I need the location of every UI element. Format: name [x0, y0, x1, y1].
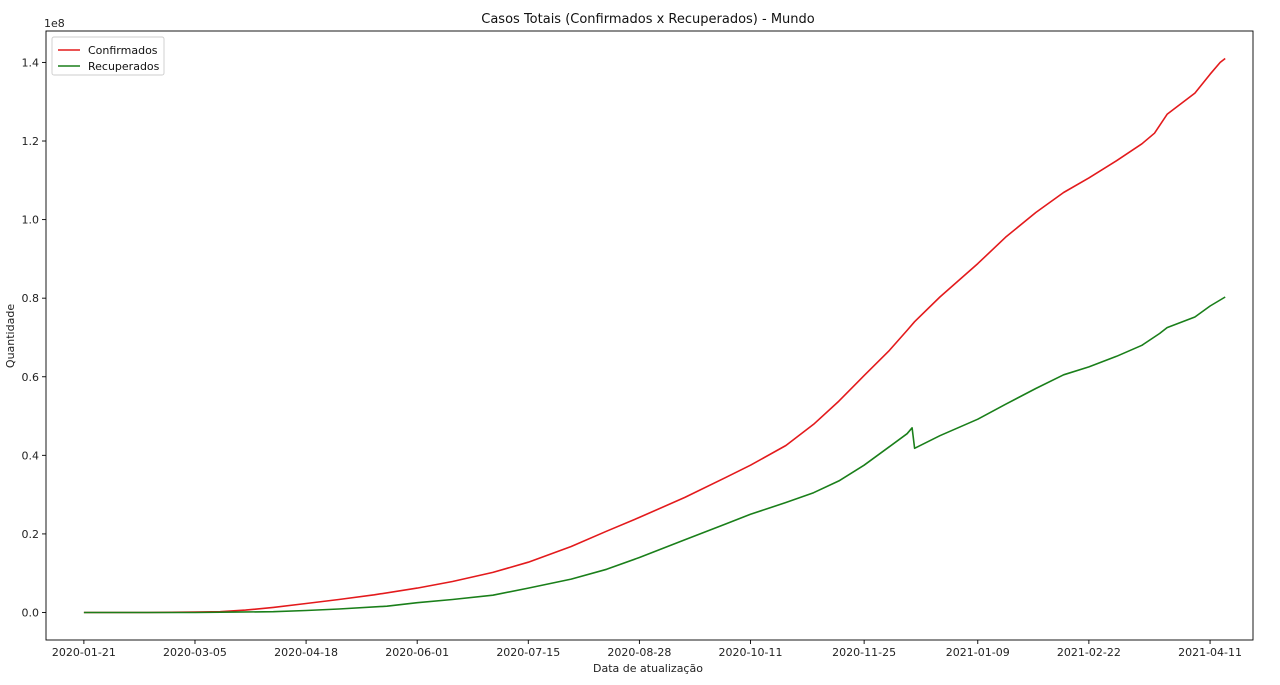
plot-area: 0.0 0.2 0.4 0.6 0.8 1.0 1.2 1.4 2020-01-21 2020-0…	[22, 30, 1254, 659]
y-tick-label: 1.4	[22, 56, 40, 69]
y-tick-label: 1.0	[22, 214, 40, 227]
x-tick-label: 2020-11-25	[832, 646, 896, 659]
series-line-confirmados	[83, 57, 1226, 614]
x-tick-label: 2021-01-09	[946, 646, 1010, 659]
x-tick-label: 2020-07-15	[496, 646, 560, 659]
y-tick-label: 0.2	[22, 528, 40, 541]
x-tick-label: 2020-04-18	[274, 646, 338, 659]
y-tick-label: 0.6	[22, 371, 40, 384]
y-tick-label: 0.4	[22, 449, 40, 462]
x-tick-label: 2020-06-01	[385, 646, 449, 659]
y-tick-label: 0.8	[22, 292, 40, 305]
x-axis-label: Data de atualização	[593, 662, 703, 675]
legend-label: Recuperados	[88, 60, 160, 73]
y-tick-label: 1.2	[22, 135, 40, 148]
x-tick-label: 2020-10-11	[719, 646, 783, 659]
x-tick-label: 2021-02-22	[1057, 646, 1121, 659]
x-tick-label: 2020-01-21	[52, 646, 116, 659]
x-tick-label: 2021-04-11	[1178, 646, 1242, 659]
y-offset-label: 1e8	[44, 17, 65, 30]
y-tick-label: 0.0	[22, 606, 40, 619]
legend-label: Confirmados	[88, 44, 158, 57]
series-line-recuperados	[83, 296, 1226, 614]
plot-frame	[45, 30, 1254, 641]
x-tick-label: 2020-08-28	[607, 646, 671, 659]
chart-title: Casos Totais (Confirmados x Recuperados)…	[481, 12, 815, 27]
x-tick-label: 2020-03-05	[163, 646, 227, 659]
y-axis-label: Quantidade	[4, 304, 17, 368]
